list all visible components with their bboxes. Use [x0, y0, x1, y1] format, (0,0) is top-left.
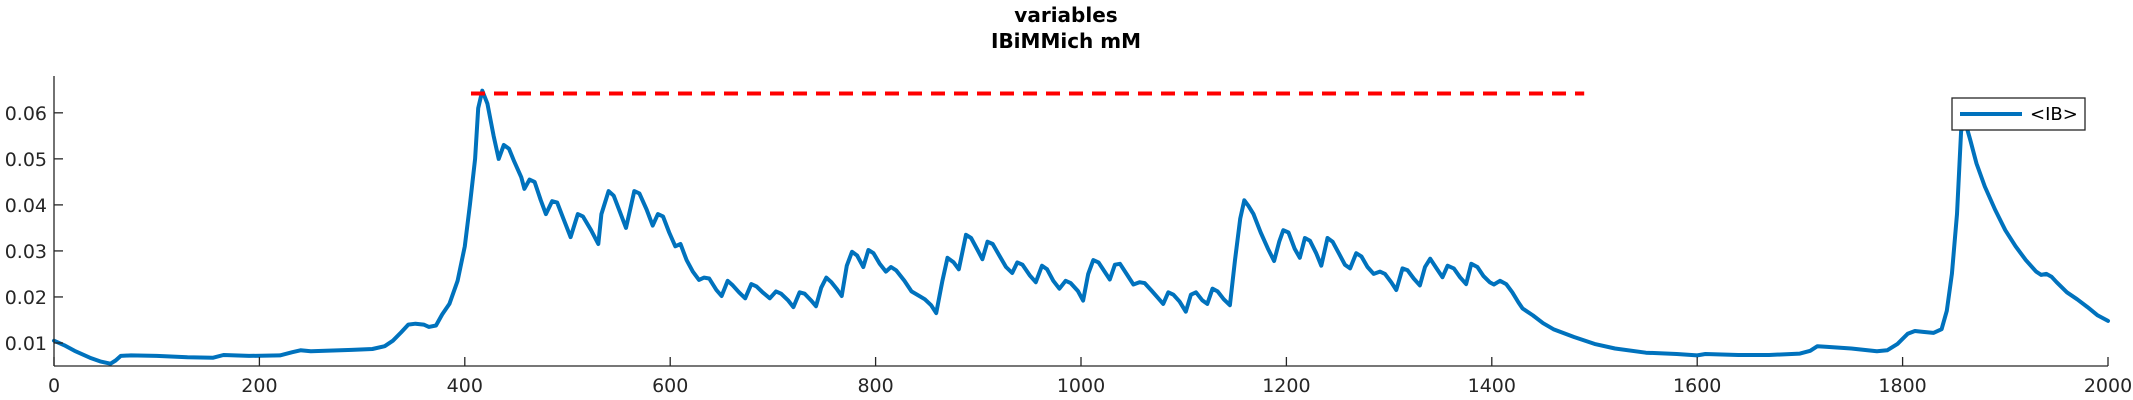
- legend: <IB>: [1951, 97, 2086, 131]
- chart-title: variables: [1014, 3, 1117, 27]
- x-tick-label: 1400: [1468, 375, 1516, 397]
- y-ticks: 0.01 0.02 0.03 0.04 0.05 0.06: [5, 103, 63, 355]
- x-tick-label: 1000: [1057, 375, 1105, 397]
- x-tick-label: 0: [48, 375, 60, 397]
- x-ticks: 0 200 400 600 800 1000 1200 1400 1600 1800 2000: [48, 357, 2132, 397]
- series-layer: [52, 88, 2110, 366]
- x-tick-label: 1200: [1262, 375, 1310, 397]
- x-tick-label: 1600: [1673, 375, 1721, 397]
- axes: [53, 76, 2108, 367]
- y-tick-label: 0.03: [5, 241, 47, 263]
- y-tick-label: 0.02: [5, 287, 47, 309]
- y-tick-label: 0.06: [5, 103, 47, 125]
- x-tick-label: 400: [447, 375, 483, 397]
- x-tick-label: 600: [652, 375, 688, 397]
- chart-subtitle: IBiMMich mM: [991, 29, 1141, 53]
- legend-label: <IB>: [2030, 104, 2078, 125]
- x-tick-label: 1800: [1878, 375, 1926, 397]
- x-tick-label: 200: [241, 375, 277, 397]
- x-tick-label: 2000: [2084, 375, 2132, 397]
- series-line-ib: [52, 88, 2110, 366]
- y-tick-label: 0.05: [5, 149, 47, 171]
- y-tick-label: 0.01: [5, 333, 47, 355]
- x-tick-label: 800: [857, 375, 893, 397]
- y-tick-label: 0.04: [5, 195, 47, 217]
